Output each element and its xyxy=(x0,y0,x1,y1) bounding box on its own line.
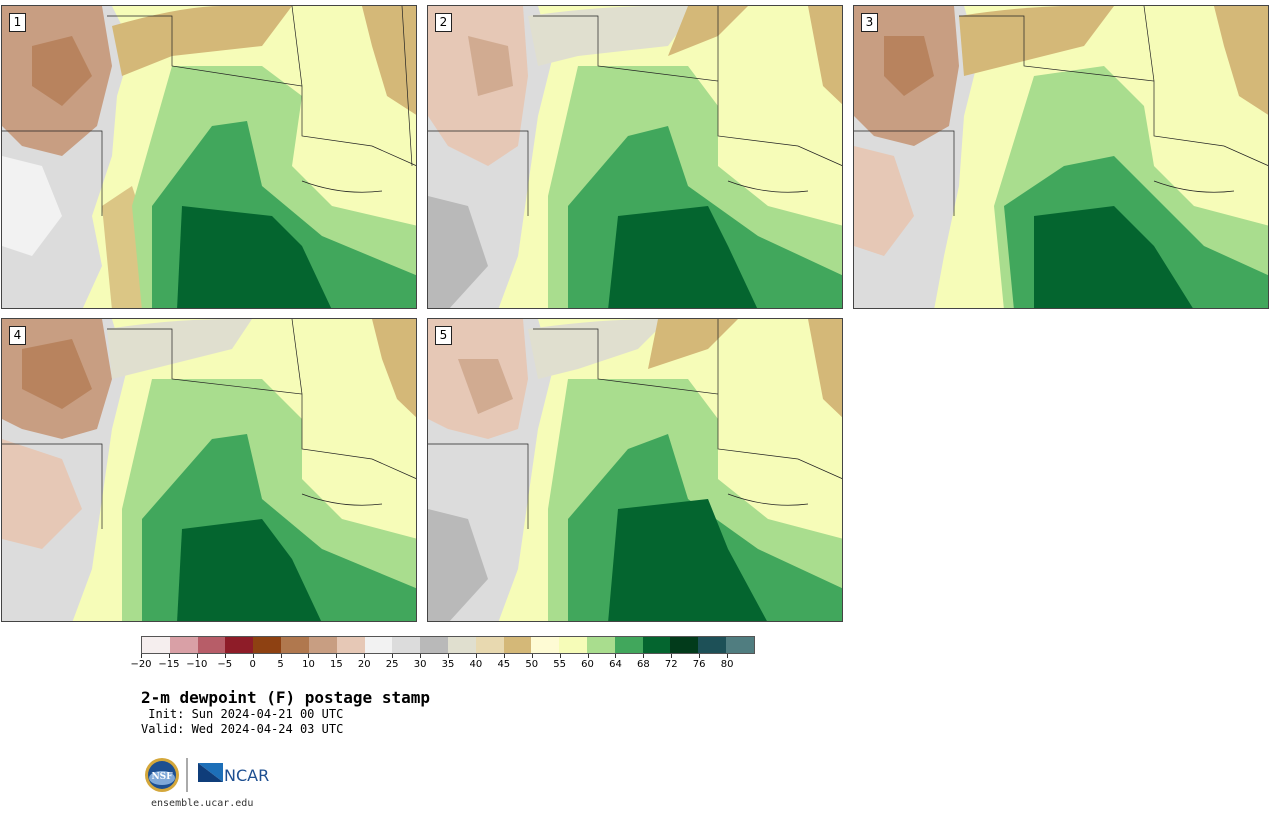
colorbar-swatch xyxy=(169,637,198,653)
colorbar-tick-mark xyxy=(168,654,170,658)
colorbar-swatch xyxy=(392,637,421,653)
colorbar-tick-mark xyxy=(224,654,226,658)
colorbar-tick-mark xyxy=(420,654,422,658)
colorbar-tick-mark xyxy=(475,654,477,658)
site-url: ensemble.ucar.edu xyxy=(151,798,254,809)
panel-number-label: 2 xyxy=(435,13,452,32)
colorbar-tick-label: 10 xyxy=(302,659,315,670)
colorbar-tick-label: 76 xyxy=(692,659,706,670)
colorbar-tick-label: 60 xyxy=(581,659,594,670)
colorbar-tick-label: 35 xyxy=(441,659,455,670)
colorbar-swatch xyxy=(698,637,727,653)
colorbar-tick-label: 55 xyxy=(553,659,566,670)
colorbar-tick-label: 80 xyxy=(720,659,734,670)
nsf-logo-text: NSF xyxy=(151,772,173,782)
colorbar-tick-mark xyxy=(615,654,617,658)
colorbar-swatch xyxy=(614,637,643,653)
colorbar-tick-label: −15 xyxy=(158,659,180,670)
colorbar-tick-mark xyxy=(448,654,449,658)
colorbar-swatch xyxy=(225,637,254,653)
colorbar-tick-mark xyxy=(196,654,198,658)
colorbar-tick-label: 5 xyxy=(277,659,284,670)
map-panel-2: 2 xyxy=(427,5,843,309)
colorbar-tick-label: 68 xyxy=(636,659,650,670)
colorbar-tick-label: 25 xyxy=(385,659,399,670)
colorbar-tick-label: 72 xyxy=(664,659,678,670)
colorbar-tick-mark xyxy=(643,654,645,658)
colorbar-tick-mark xyxy=(308,654,310,658)
colorbar-tick-label: 15 xyxy=(329,659,343,670)
dewpoint-map-5 xyxy=(428,319,842,621)
panel-number-label: 4 xyxy=(9,326,26,345)
colorbar-tick-mark xyxy=(141,654,142,658)
colorbar-tick-mark xyxy=(699,654,701,658)
colorbar-tick-mark xyxy=(280,654,282,658)
valid-time: Valid: Wed 2024-04-24 03 UTC xyxy=(141,722,344,736)
colorbar-tick-label: −10 xyxy=(186,659,208,670)
dewpoint-map-4 xyxy=(2,319,416,621)
map-panel-5: 5 xyxy=(427,318,843,622)
colorbar-swatch xyxy=(253,637,282,653)
panel-number-label: 3 xyxy=(861,13,878,32)
colorbar-tick-label: 30 xyxy=(413,659,427,670)
colorbar-tick-mark xyxy=(252,654,254,658)
nsf-ncar-logo: NSF NCAR xyxy=(145,758,269,792)
colorbar-swatch xyxy=(336,637,365,653)
colorbar-swatch xyxy=(587,637,615,653)
colorbar-swatch xyxy=(308,637,337,653)
dewpoint-map-1 xyxy=(2,6,416,308)
ncar-logo-icon: NCAR xyxy=(198,763,269,785)
nsf-logo-icon: NSF xyxy=(145,758,179,792)
colorbar-tick-mark xyxy=(364,654,366,658)
colorbar-tick-mark xyxy=(587,654,589,658)
colorbar-swatch xyxy=(503,637,532,653)
colorbar xyxy=(141,636,755,654)
colorbar-swatch xyxy=(197,637,226,653)
colorbar-swatch xyxy=(142,637,170,653)
colorbar-tick-label: 20 xyxy=(357,659,371,670)
colorbar-swatch xyxy=(531,637,560,653)
panel-number-label: 1 xyxy=(9,13,26,32)
colorbar-swatch xyxy=(670,637,699,653)
colorbar-tick-mark xyxy=(336,654,338,658)
map-panel-1: 1 xyxy=(1,5,417,309)
colorbar-swatch xyxy=(364,637,393,653)
colorbar-tick-label: 45 xyxy=(497,659,511,670)
colorbar-tick-label: −5 xyxy=(217,659,233,670)
colorbar-tick-mark xyxy=(503,654,505,658)
colorbar-swatch xyxy=(475,637,504,653)
colorbar-tick-mark xyxy=(727,654,729,658)
colorbar-tick-label: 50 xyxy=(525,659,539,670)
colorbar-swatch xyxy=(726,637,754,653)
colorbar-swatch xyxy=(447,637,476,653)
figure-title: 2-m dewpoint (F) postage stamp xyxy=(141,688,430,707)
colorbar-tick-label: 0 xyxy=(249,659,256,670)
colorbar-swatch xyxy=(281,637,309,653)
colorbar-swatch xyxy=(559,637,587,653)
colorbar-swatch xyxy=(420,637,448,653)
panel-number-label: 5 xyxy=(435,326,452,345)
colorbar-tick-label: −20 xyxy=(130,659,152,670)
colorbar-swatch xyxy=(642,637,671,653)
map-panel-3: 3 xyxy=(853,5,1269,309)
colorbar-tick-label: 40 xyxy=(469,659,483,670)
colorbar-tick-mark xyxy=(559,654,561,658)
init-time: Init: Sun 2024-04-21 00 UTC xyxy=(141,707,344,721)
dewpoint-map-3 xyxy=(854,6,1268,308)
colorbar-tick-mark xyxy=(531,654,533,658)
logos: NSF NCAR xyxy=(143,756,283,794)
dewpoint-map-2 xyxy=(428,6,842,308)
ncar-logo-text: NCAR xyxy=(224,766,269,785)
map-panel-4: 4 xyxy=(1,318,417,622)
colorbar-tick-label: 64 xyxy=(609,659,622,670)
colorbar-tick-mark xyxy=(671,654,673,658)
colorbar-tick-mark xyxy=(392,654,394,658)
